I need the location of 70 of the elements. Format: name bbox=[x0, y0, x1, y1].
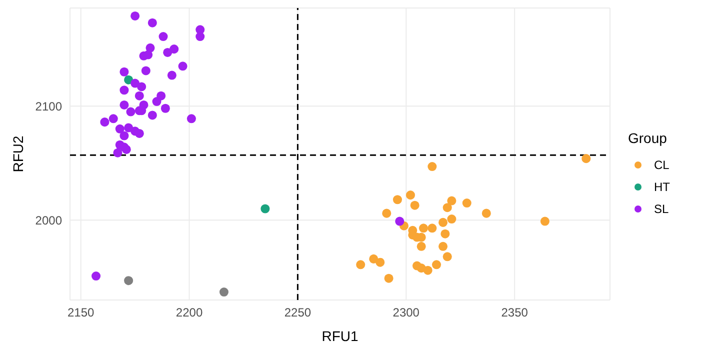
point bbox=[376, 258, 385, 267]
point bbox=[428, 162, 437, 172]
point bbox=[152, 97, 162, 106]
point bbox=[124, 75, 134, 84]
point bbox=[163, 48, 172, 57]
point bbox=[432, 260, 442, 270]
point bbox=[438, 242, 448, 251]
point bbox=[178, 62, 188, 71]
point bbox=[141, 66, 150, 76]
point bbox=[406, 190, 415, 200]
legend-label: CL bbox=[654, 158, 670, 172]
point bbox=[137, 82, 146, 92]
legend-label: HT bbox=[654, 180, 670, 194]
point bbox=[134, 91, 144, 100]
point bbox=[384, 274, 394, 283]
point bbox=[148, 18, 157, 28]
point bbox=[130, 11, 140, 20]
point bbox=[442, 252, 452, 262]
x-tick-label: 2350 bbox=[501, 306, 528, 320]
point bbox=[158, 32, 168, 42]
point bbox=[120, 67, 129, 76]
point bbox=[126, 107, 136, 116]
point bbox=[356, 260, 366, 270]
point bbox=[120, 131, 129, 140]
y-axis-title: RFU2 bbox=[10, 136, 26, 172]
legend-title: Group bbox=[628, 130, 668, 146]
point bbox=[482, 208, 491, 218]
point bbox=[540, 216, 550, 226]
point bbox=[170, 44, 179, 54]
point bbox=[144, 50, 153, 60]
point bbox=[167, 70, 176, 80]
point bbox=[92, 272, 101, 281]
point bbox=[219, 288, 228, 297]
point bbox=[392, 195, 402, 204]
point bbox=[447, 196, 456, 206]
point bbox=[438, 218, 448, 227]
point bbox=[186, 114, 196, 124]
point bbox=[124, 276, 134, 286]
point bbox=[582, 154, 591, 164]
point bbox=[447, 214, 456, 224]
point bbox=[382, 208, 392, 218]
point bbox=[115, 124, 124, 134]
point bbox=[113, 148, 122, 158]
point bbox=[100, 118, 110, 127]
point bbox=[134, 128, 144, 138]
point bbox=[428, 224, 437, 233]
point bbox=[440, 229, 450, 238]
point bbox=[416, 242, 426, 251]
point bbox=[410, 200, 420, 210]
y-tick-label: 2100 bbox=[35, 99, 62, 114]
x-axis-title: RFU1 bbox=[322, 328, 358, 344]
x-tick-label: 2200 bbox=[176, 306, 203, 320]
point bbox=[418, 224, 428, 233]
x-tick-label: 2150 bbox=[67, 306, 95, 320]
point bbox=[196, 32, 205, 42]
point bbox=[260, 204, 270, 214]
point bbox=[442, 203, 452, 212]
point bbox=[395, 216, 404, 226]
point bbox=[369, 254, 378, 264]
legend-label: SL bbox=[654, 202, 669, 216]
point bbox=[108, 114, 118, 124]
point bbox=[120, 100, 129, 110]
y-tick-label: 2000 bbox=[35, 213, 62, 228]
point bbox=[160, 104, 170, 113]
point bbox=[423, 266, 432, 275]
point bbox=[120, 86, 129, 95]
x-tick-label: 2300 bbox=[392, 306, 420, 320]
x-tick-label: 2250 bbox=[284, 306, 312, 320]
point bbox=[148, 110, 157, 120]
point bbox=[462, 198, 472, 208]
